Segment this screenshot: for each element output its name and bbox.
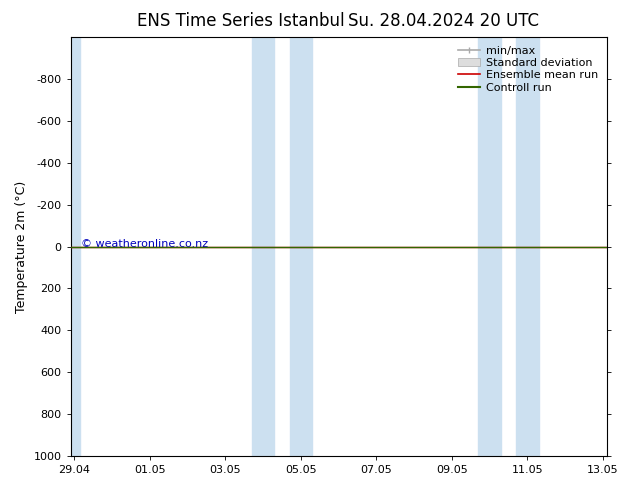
- Legend: min/max, Standard deviation, Ensemble mean run, Controll run: min/max, Standard deviation, Ensemble me…: [455, 43, 601, 96]
- Bar: [252, 37, 275, 456]
- Bar: [70, 37, 80, 456]
- Text: Su. 28.04.2024 20 UTC: Su. 28.04.2024 20 UTC: [348, 12, 540, 30]
- Bar: [290, 37, 312, 456]
- Y-axis label: Temperature 2m (°C): Temperature 2m (°C): [15, 180, 28, 313]
- Bar: [516, 37, 539, 456]
- Text: © weatheronline.co.nz: © weatheronline.co.nz: [81, 240, 209, 249]
- Bar: [478, 37, 501, 456]
- Text: ENS Time Series Istanbul: ENS Time Series Istanbul: [137, 12, 345, 30]
